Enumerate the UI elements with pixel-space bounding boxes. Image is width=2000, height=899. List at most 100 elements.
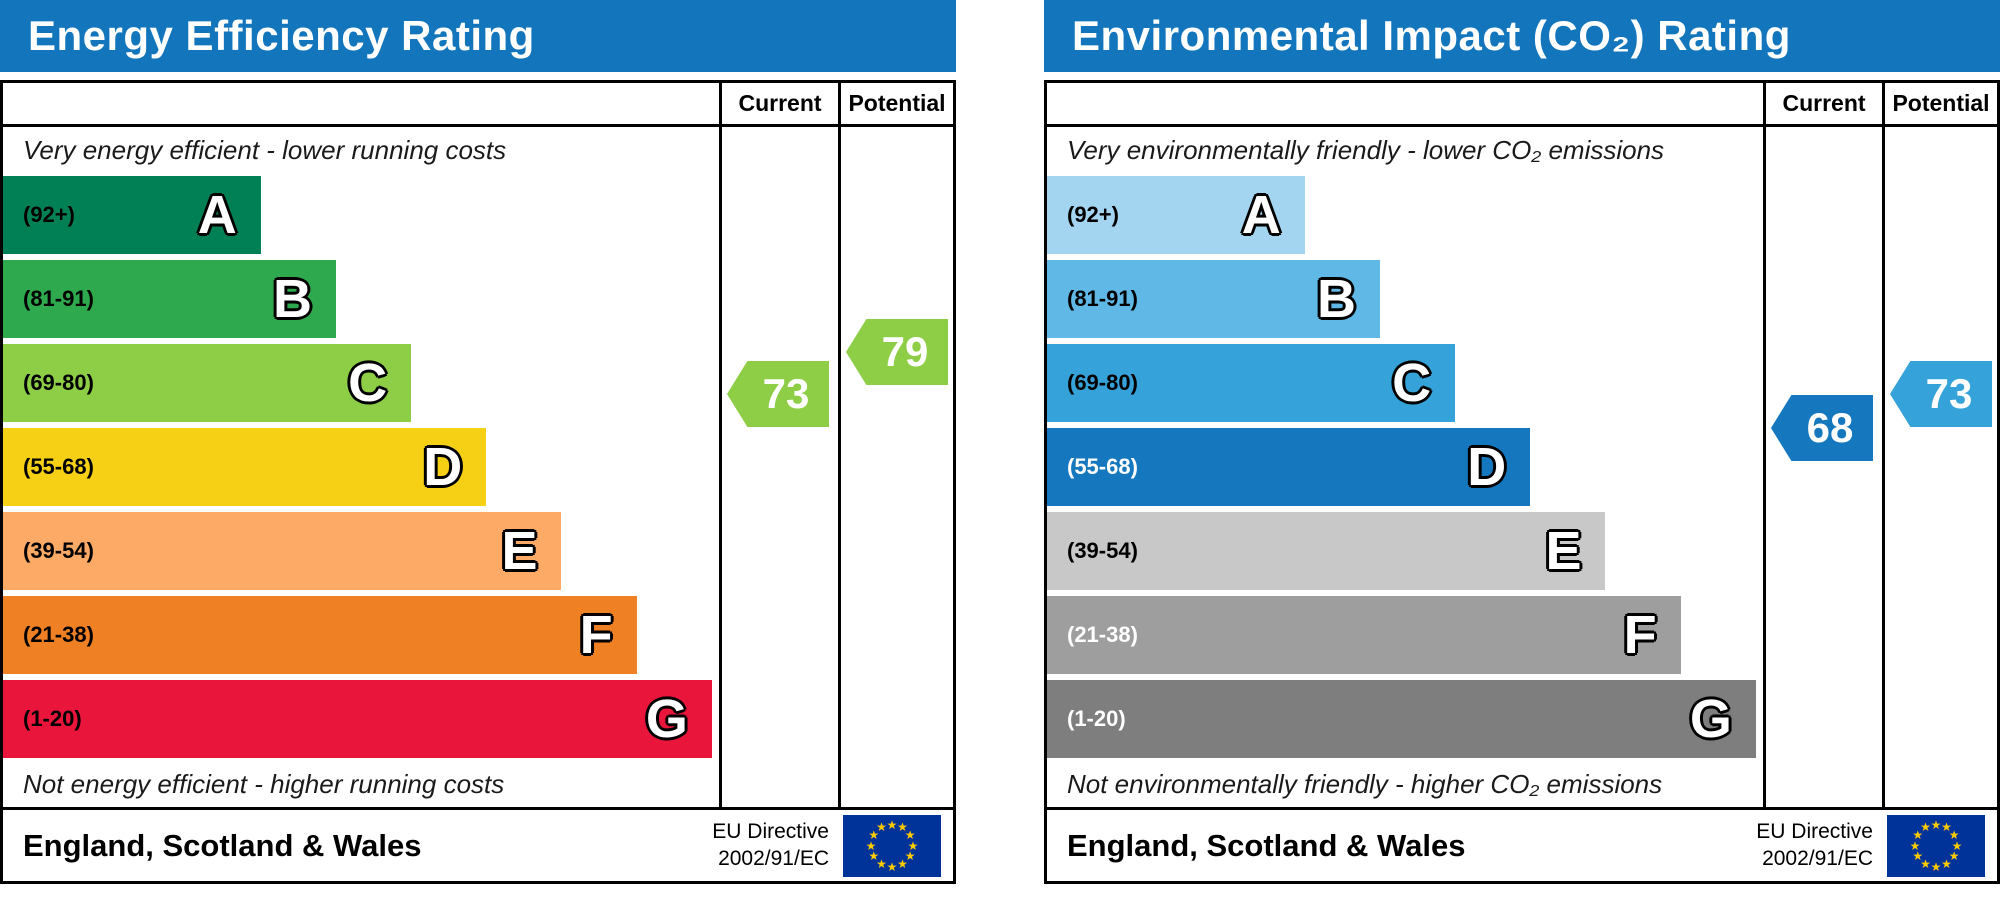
potential-column-header: Potential: [838, 83, 953, 124]
band-letter: F: [1623, 605, 1657, 665]
band-letter: G: [645, 689, 688, 749]
eu-flag-star-icon: ★: [1948, 849, 1960, 863]
table-body: Very energy efficient - lower running co…: [3, 127, 953, 807]
potential-rating-arrow: 79: [846, 319, 948, 385]
potential-column: 79: [838, 127, 953, 807]
table-footer: England, Scotland & Wales EU Directive 2…: [1047, 807, 1997, 881]
band-range-label: (21-38): [1067, 622, 1138, 647]
band-letter: F: [579, 605, 613, 665]
eu-flag-star-icon: ★: [1909, 838, 1921, 853]
band-range-label: (81-91): [1067, 286, 1138, 311]
band-row-g: (1-20) G: [1047, 677, 1763, 761]
band-bar-d: (55-68) D: [3, 428, 487, 506]
eu-flag-star-icon: ★: [1920, 820, 1931, 835]
band-row-g: (1-20) G: [3, 677, 719, 761]
band-range-label: (39-54): [1067, 538, 1138, 563]
band-bar-g: (1-20) G: [3, 680, 712, 758]
eu-flag-star-icon: ★: [1930, 859, 1942, 874]
band-row-d: (55-68) D: [3, 425, 719, 509]
band-letter: E: [501, 521, 538, 581]
eu-flag-star-icon: ★: [1948, 828, 1960, 842]
eu-flag-star-icon: ★: [1920, 856, 1931, 871]
eu-flag-star-icon: ★: [904, 828, 916, 842]
eu-flag-star-icon: ★: [876, 820, 887, 835]
band-range-label: (21-38): [23, 622, 94, 647]
table-body: Very environmentally friendly - lower CO…: [1047, 127, 1997, 807]
eu-directive-label: EU Directive 2002/91/EC: [712, 819, 829, 872]
band-row-f: (21-38) F: [1047, 593, 1763, 677]
band-range-label: (92+): [1067, 202, 1119, 227]
current-column: 73: [719, 127, 838, 807]
energy-efficiency-chart: Energy Efficiency Rating Current Potenti…: [0, 0, 956, 884]
eu-flag-star-icon: ★: [1951, 838, 1963, 853]
top-caption: Very energy efficient - lower running co…: [23, 134, 507, 165]
band-row-b: (81-91) B: [3, 257, 719, 341]
band-range-label: (55-68): [1067, 454, 1138, 479]
current-column: 68: [1763, 127, 1882, 807]
potential-rating-arrow: 73: [1890, 361, 1992, 427]
current-column-header: Current: [719, 83, 838, 124]
environmental-impact-chart: Environmental Impact (CO₂) Rating Curren…: [1044, 0, 2000, 884]
eu-flag-star-icon: ★: [907, 838, 919, 853]
band-bar-f: (21-38) F: [3, 596, 637, 674]
band-letter: C: [348, 353, 388, 413]
band-letter: E: [1545, 521, 1582, 581]
band-letter: G: [1689, 689, 1732, 749]
table-header-row: Current Potential: [3, 83, 953, 127]
band-bar-a: (92+) A: [3, 176, 261, 254]
main-column-header: [3, 83, 719, 124]
bands-area: Very energy efficient - lower running co…: [3, 127, 719, 807]
band-row-a: (92+) A: [1047, 173, 1763, 257]
region-label: England, Scotland & Wales: [1067, 827, 1466, 863]
eu-flag-star-icon: ★: [1912, 828, 1924, 842]
chart-title: Environmental Impact (CO₂) Rating: [1044, 0, 2000, 72]
band-row-c: (69-80) C: [3, 341, 719, 425]
band-bar-c: (69-80) C: [1047, 344, 1456, 422]
eu-flag-star-icon: ★: [868, 828, 880, 842]
band-range-label: (39-54): [23, 538, 94, 563]
current-column-header: Current: [1763, 83, 1882, 124]
band-letter: B: [1316, 269, 1356, 329]
band-letter: D: [423, 437, 463, 497]
eu-flag-icon: ★ ★ ★ ★ ★ ★ ★ ★ ★ ★ ★ ★: [843, 814, 941, 877]
rating-table: Current Potential Very energy efficient …: [0, 80, 956, 884]
bands: (92+) A (81-91) B (69-80) C (55-68) D (39-54) E (2…: [1047, 173, 1763, 761]
chart-title: Energy Efficiency Rating: [0, 0, 956, 72]
band-letter: A: [197, 185, 237, 245]
bands: (92+) A (81-91) B (69-80) C (55-68) D (39-54) E (2…: [3, 173, 719, 761]
bottom-caption: Not energy efficient - higher running co…: [23, 768, 505, 799]
band-bar-b: (81-91) B: [1047, 260, 1380, 338]
band-row-b: (81-91) B: [1047, 257, 1763, 341]
current-rating-arrow: 68: [1771, 395, 1873, 461]
band-range-label: (1-20): [23, 706, 82, 731]
eu-flag-star-icon: ★: [1930, 817, 1942, 832]
band-range-label: (92+): [23, 202, 75, 227]
band-bar-e: (39-54) E: [1047, 512, 1606, 590]
eu-flag-star-icon: ★: [886, 859, 898, 874]
top-caption: Very environmentally friendly - lower CO…: [1067, 134, 1665, 165]
eu-directive-line1: EU Directive: [712, 820, 829, 844]
bands-area: Very environmentally friendly - lower CO…: [1047, 127, 1763, 807]
eu-directive-line2: 2002/91/EC: [718, 846, 829, 870]
band-row-d: (55-68) D: [1047, 425, 1763, 509]
eu-flag-star-icon: ★: [876, 856, 887, 871]
current-rating-arrow: 73: [727, 361, 829, 427]
band-bar-d: (55-68) D: [1047, 428, 1531, 506]
band-range-label: (81-91): [23, 286, 94, 311]
potential-column-header: Potential: [1882, 83, 1997, 124]
band-bar-b: (81-91) B: [3, 260, 336, 338]
eu-flag-star-icon: ★: [897, 856, 908, 871]
band-bar-a: (92+) A: [1047, 176, 1305, 254]
band-bar-c: (69-80) C: [3, 344, 412, 422]
eu-directive-label: EU Directive 2002/91/EC: [1756, 819, 1873, 872]
region-label: England, Scotland & Wales: [23, 827, 422, 863]
band-letter: B: [272, 269, 312, 329]
band-range-label: (69-80): [23, 370, 94, 395]
table-footer: England, Scotland & Wales EU Directive 2…: [3, 807, 953, 881]
band-bar-g: (1-20) G: [1047, 680, 1756, 758]
band-row-f: (21-38) F: [3, 593, 719, 677]
eu-flag-star-icon: ★: [868, 849, 880, 863]
eu-directive-line2: 2002/91/EC: [1762, 846, 1873, 870]
band-bar-f: (21-38) F: [1047, 596, 1681, 674]
band-row-e: (39-54) E: [1047, 509, 1763, 593]
